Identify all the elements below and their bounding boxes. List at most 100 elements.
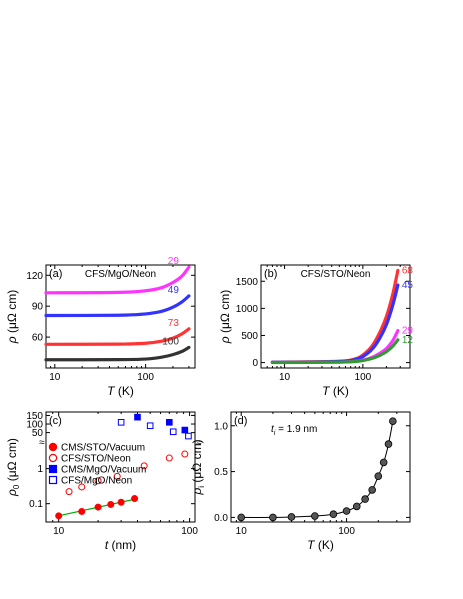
chart-title: CFS/STO/Neon — [301, 269, 371, 280]
data-point-1 — [269, 513, 277, 522]
x-tick-label: 10 — [279, 372, 291, 383]
y-tick-label: 0.0 — [214, 513, 228, 524]
y-axis-unit: (μΩ cm) — [190, 439, 204, 482]
y-tick-label: 1000 — [236, 304, 259, 315]
x-axis-symbol: T — [107, 384, 116, 398]
annotation-subscript: i — [274, 430, 276, 437]
panel-label: (b) — [264, 268, 277, 280]
x-axis-unit: (nm) — [112, 538, 137, 552]
point-1-5 — [165, 454, 173, 462]
data-point-8 — [368, 486, 376, 494]
point-1-4 — [140, 462, 148, 470]
annotation-value: = 1.9 nm — [278, 424, 317, 435]
point-3-0 — [117, 419, 125, 426]
data-point-11 — [384, 440, 393, 448]
x-tick-label: 100 — [137, 372, 154, 383]
series-label-73: 73 — [168, 318, 180, 329]
point-0-0 — [55, 512, 63, 520]
x-axis-symbol: t — [105, 538, 109, 552]
x-tick-label: 100 — [338, 526, 355, 537]
data-point-2 — [287, 513, 296, 521]
x-axis-label: t (nm) — [105, 538, 136, 552]
legend-label-3: CFS/MgO/Neon — [61, 476, 132, 487]
point-0-5 — [131, 495, 139, 503]
point-1-2 — [94, 477, 102, 485]
x-axis-unit: (K) — [333, 384, 349, 398]
data-point-4 — [329, 510, 338, 519]
legend-label-0: CMS/STO/Vacuum — [61, 443, 145, 454]
legend-marker-0 — [48, 442, 58, 452]
series-line-12 — [270, 338, 400, 365]
annotation: ti = 1.9 nm — [271, 424, 317, 437]
legend-marker-1 — [48, 453, 58, 463]
point-2-2 — [181, 426, 189, 434]
panel-label: (a) — [49, 268, 62, 280]
y-axis-symbol: ρ — [5, 336, 19, 344]
point-0-4 — [117, 498, 125, 506]
y-tick-label: 1 — [37, 464, 43, 475]
y-tick-label: 0 — [252, 358, 258, 369]
point-0-2 — [94, 503, 102, 511]
y-tick-label: 100 — [26, 420, 43, 431]
y-axis-unit: (μΩ cm) — [5, 290, 19, 333]
point-0-1 — [78, 507, 86, 515]
y-tick-label: 120 — [26, 271, 43, 282]
series-label-68: 68 — [402, 265, 414, 276]
y-tick-label: 500 — [241, 331, 258, 342]
series-line-45 — [270, 283, 400, 364]
x-axis-label: T (K) — [107, 384, 134, 398]
y-tick-label: 150 — [26, 411, 43, 422]
legend-label-2: CMS/MgO/Vacuum — [61, 465, 146, 476]
data-point-7 — [361, 495, 369, 503]
point-3-3 — [185, 432, 192, 440]
y-axis-label: ρi (μΩ cm) — [190, 439, 206, 495]
x-tick-label: 100 — [181, 526, 198, 537]
y-tick-label: 90 — [32, 302, 44, 313]
series-line-49 — [44, 294, 191, 318]
x-axis-label: T (K) — [322, 384, 349, 398]
data-point-0 — [237, 513, 246, 522]
plot-frame — [45, 411, 196, 523]
point-3-1 — [146, 422, 154, 430]
y-tick-label: 1.0 — [214, 421, 228, 432]
y-tick-label: 60 — [32, 333, 44, 344]
data-point-3 — [311, 512, 319, 520]
series-label-29: 29 — [168, 256, 180, 267]
point-0-3 — [107, 500, 115, 508]
data-point-9 — [374, 472, 383, 480]
series-label-29: 29 — [402, 326, 414, 337]
x-axis-unit: (K) — [318, 538, 334, 552]
panel-label: (c) — [49, 415, 62, 427]
x-tick-label: 10 — [49, 372, 61, 383]
axis-break-mark-left: ≈ — [39, 438, 45, 449]
y-axis-symbol: ρ — [5, 489, 19, 497]
point-1-1 — [78, 483, 86, 491]
x-axis-symbol: T — [322, 384, 331, 398]
data-point-6 — [352, 502, 361, 511]
y-tick-label: 50 — [32, 428, 44, 439]
y-axis-unit: (μΩ cm) — [5, 438, 19, 481]
series-line-100 — [44, 345, 191, 362]
panel-label: (d) — [234, 415, 247, 427]
point-3-2 — [169, 428, 177, 436]
series-line-29 — [44, 265, 191, 295]
plot-frame — [260, 264, 411, 369]
x-axis-label: T (K) — [307, 538, 334, 552]
y-tick-label: 0.1 — [29, 499, 43, 510]
series-label-12: 12 — [402, 335, 414, 346]
point-2-0 — [134, 413, 141, 421]
annotation-symbol: t — [271, 424, 275, 435]
axis-break-mark-right: ≈ — [196, 438, 202, 449]
legend-marker-3 — [48, 475, 58, 485]
series-line — [241, 421, 394, 518]
y-axis-symbol: ρ — [190, 488, 204, 496]
point-1-3 — [113, 472, 121, 480]
chart-title: CFS/MgO/Neon — [85, 269, 156, 280]
plot-frame — [230, 411, 411, 523]
x-tick-label: 10 — [53, 526, 65, 537]
series-label-49: 49 — [168, 285, 180, 296]
legend-marker-2 — [48, 464, 58, 474]
